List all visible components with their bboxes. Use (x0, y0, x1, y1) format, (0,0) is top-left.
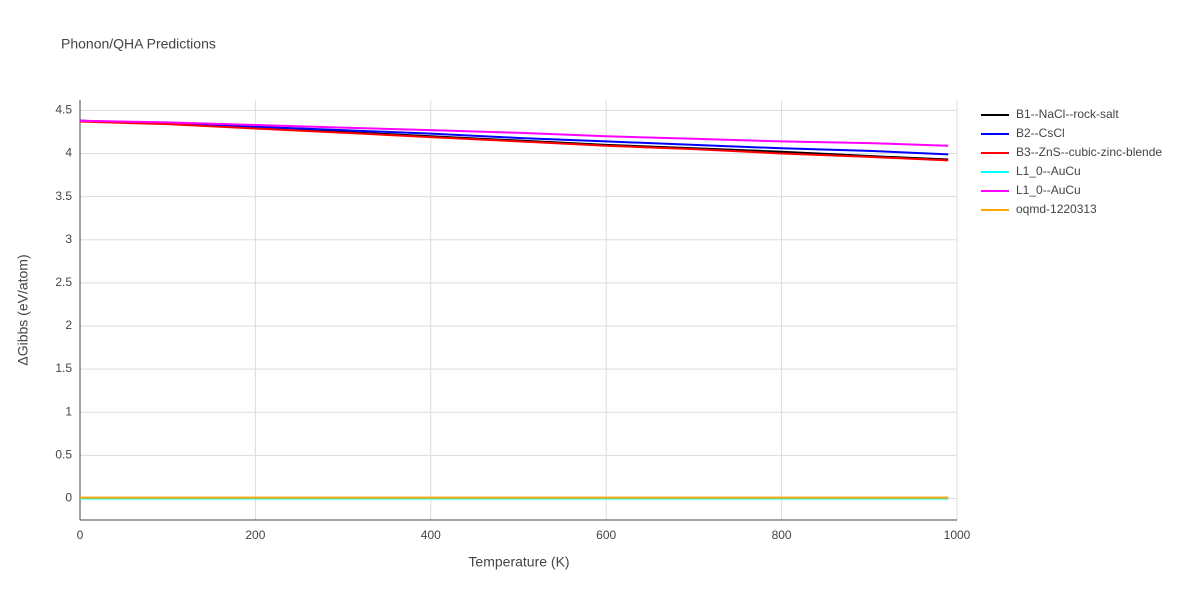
legend-label[interactable]: L1_0--AuCu (1016, 164, 1081, 178)
legend-label[interactable]: B1--NaCl--rock-salt (1016, 107, 1119, 121)
series-line (79, 119, 949, 147)
y-tick-label: 3 (65, 232, 72, 246)
x-tick-label: 1000 (944, 528, 971, 542)
x-axis-title: Temperature (K) (468, 554, 569, 570)
y-tick-label: 2.5 (55, 275, 72, 289)
y-tick-label: 0.5 (55, 447, 72, 461)
legend-label[interactable]: L1_0--AuCu (1016, 183, 1081, 197)
y-axis-title: ΔGibbs (eV/atom) (15, 254, 31, 365)
x-tick-label: 0 (77, 528, 84, 542)
y-tick-label: 0 (65, 491, 72, 505)
chart-title: Phonon/QHA Predictions (61, 36, 216, 52)
series-line (79, 120, 949, 162)
x-tick-label: 200 (245, 528, 265, 542)
y-tick-label: 1 (65, 404, 72, 418)
x-tick-label: 600 (596, 528, 616, 542)
x-tick-label: 800 (772, 528, 792, 542)
y-tick-label: 1.5 (55, 361, 72, 375)
legend-label[interactable]: B3--ZnS--cubic-zinc-blende (1016, 145, 1162, 159)
y-tick-label: 4 (65, 146, 72, 160)
legend-label[interactable]: B2--CsCl (1016, 126, 1065, 140)
y-tick-label: 2 (65, 318, 72, 332)
legend-label[interactable]: oqmd-1220313 (1016, 202, 1097, 216)
series-line (79, 119, 949, 156)
y-tick-label: 4.5 (55, 103, 72, 117)
x-tick-label: 400 (421, 528, 441, 542)
y-tick-label: 3.5 (55, 189, 72, 203)
